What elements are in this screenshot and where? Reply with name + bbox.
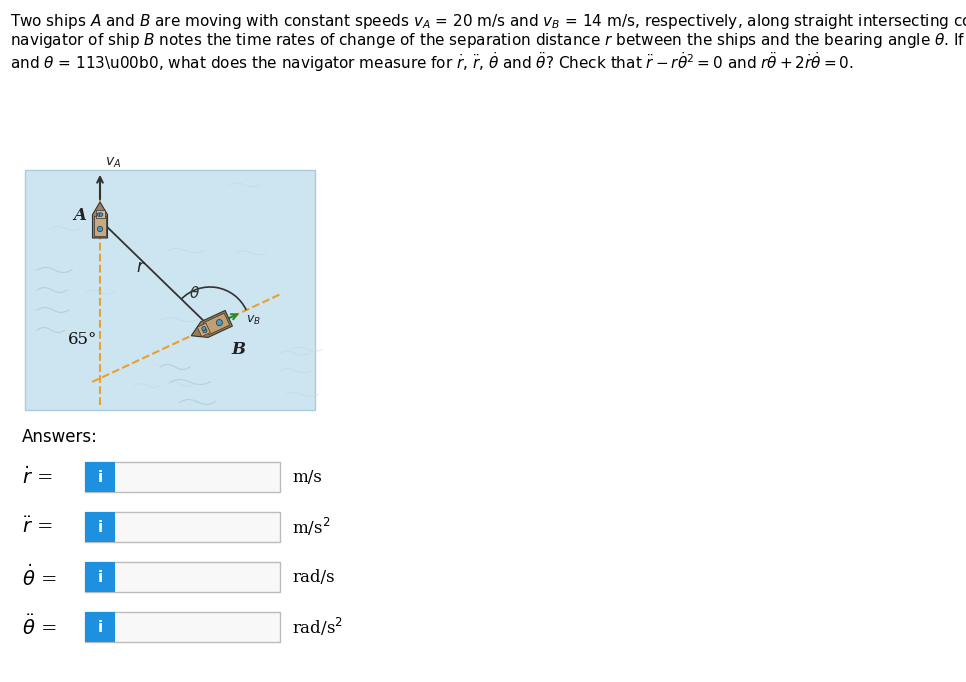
Text: i: i <box>98 469 102 484</box>
Bar <box>25 170 315 410</box>
Text: $v_A$: $v_A$ <box>105 155 121 170</box>
Bar <box>85 462 115 492</box>
Text: and $\theta$ = 113\u00b0, what does the navigator measure for $\dot{r}$, $\ddot{: and $\theta$ = 113\u00b0, what does the … <box>10 50 854 74</box>
Text: $\ddot{r}$ =: $\ddot{r}$ = <box>22 516 52 537</box>
Text: $\dot{\theta}$ =: $\dot{\theta}$ = <box>22 564 56 590</box>
Bar <box>85 562 115 592</box>
Text: A: A <box>73 207 86 224</box>
Bar <box>85 512 280 542</box>
Polygon shape <box>93 202 107 238</box>
Polygon shape <box>204 313 230 335</box>
Bar <box>85 562 280 592</box>
Text: $\ddot{\theta}$ =: $\ddot{\theta}$ = <box>22 614 56 640</box>
Text: m/s$^2$: m/s$^2$ <box>292 516 330 538</box>
Circle shape <box>203 329 207 333</box>
Text: i: i <box>98 619 102 634</box>
Circle shape <box>216 320 222 326</box>
Text: $\dot{r}$ =: $\dot{r}$ = <box>22 466 52 488</box>
Text: $\theta$: $\theta$ <box>189 285 201 301</box>
Text: rad/s: rad/s <box>292 569 334 586</box>
Circle shape <box>98 226 102 232</box>
Polygon shape <box>95 216 105 236</box>
Bar <box>85 612 280 642</box>
Polygon shape <box>191 310 233 338</box>
Text: Two ships $A$ and $B$ are moving with constant speeds $v_A$ = 20 m/s and $v_B$ =: Two ships $A$ and $B$ are moving with co… <box>10 12 966 31</box>
Text: Answers:: Answers: <box>22 428 98 446</box>
Text: i: i <box>98 520 102 535</box>
Circle shape <box>99 213 102 216</box>
Text: B: B <box>231 340 245 357</box>
Circle shape <box>202 327 206 331</box>
Text: $r$: $r$ <box>136 259 146 276</box>
Polygon shape <box>197 323 211 337</box>
Text: 65°: 65° <box>68 331 98 349</box>
Text: $v_B$: $v_B$ <box>245 314 261 327</box>
Text: i: i <box>98 569 102 584</box>
Text: navigator of ship $B$ notes the time rates of change of the separation distance : navigator of ship $B$ notes the time rat… <box>10 31 966 50</box>
Circle shape <box>98 213 100 216</box>
Bar <box>85 612 115 642</box>
Bar <box>85 512 115 542</box>
Bar <box>85 462 280 492</box>
Polygon shape <box>96 210 104 218</box>
Text: m/s: m/s <box>292 469 322 486</box>
Text: rad/s$^2$: rad/s$^2$ <box>292 616 343 638</box>
